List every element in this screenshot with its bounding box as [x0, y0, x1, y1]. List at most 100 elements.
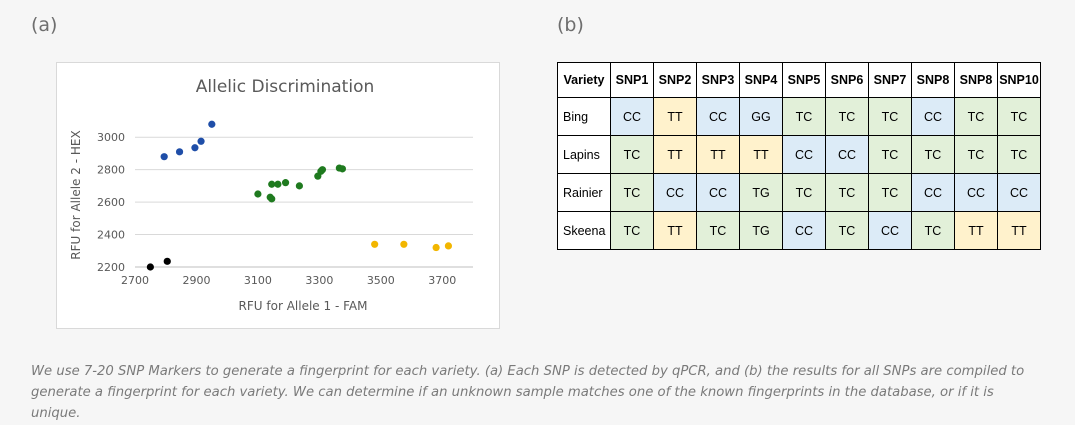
header-snp: SNP2 [653, 62, 697, 98]
table-header-row: Variety SNP1 SNP2 SNP3 SNP4 SNP5 SNP6 SNP7 SNP8 S… [557, 62, 1041, 98]
y-tick-label: 2800 [97, 164, 125, 177]
x-tick-label: 3500 [367, 274, 395, 287]
data-point [281, 179, 290, 187]
panel-b-label: (b) [557, 14, 584, 36]
header-snp: SNP1 [610, 62, 654, 98]
chart-canvas: Allelic Discrimination 2200 2400 2600 2800 3… [69, 77, 473, 313]
table-row: Lapins TC TT TT TT CC CC TC TC TC TC [557, 135, 1041, 174]
caption-line-2: generate a fingerprint for each variety.… [31, 385, 994, 421]
genotype-cell: TT [653, 97, 697, 136]
y-axis-label: RFU for Allele 2 - HEX [69, 130, 83, 259]
genotype-cell: TT [954, 211, 998, 250]
y-tick-label: 2400 [97, 229, 125, 242]
genotype-cell: TC [782, 173, 826, 212]
allelic-discrimination-chart: Allelic Discrimination 2200 2400 2600 2800 3… [56, 62, 500, 329]
data-point [146, 263, 154, 271]
header-snp: SNP4 [739, 62, 783, 98]
x-axis-label: RFU for Allele 1 - FAM [239, 299, 368, 313]
gridlines [135, 136, 473, 268]
header-snp: SNP5 [782, 62, 826, 98]
genotype-cell: CC [782, 211, 826, 250]
genotype-cell: CC [696, 173, 740, 212]
data-point [197, 137, 205, 145]
x-tick-label: 3100 [244, 274, 272, 287]
genotype-cell: TC [997, 97, 1041, 136]
table-row: Skeena TC TT TC TG CC TC CC TC TT TT [557, 211, 1041, 250]
data-point [268, 180, 276, 188]
genotype-cell: TT [739, 135, 783, 174]
genotype-cell: TC [954, 135, 998, 174]
header-variety: Variety [557, 62, 611, 98]
genotype-cell: TT [653, 135, 697, 174]
genotype-cell: TC [868, 97, 912, 136]
genotype-cell: CC [868, 211, 912, 250]
genotype-cell: TC [610, 173, 654, 212]
data-point [371, 240, 379, 248]
data-point [163, 257, 171, 265]
y-tick-label: 2600 [97, 196, 125, 209]
genotype-cell: TG [739, 211, 783, 250]
y-tick-label: 2200 [97, 261, 125, 274]
genotype-cell: TC [911, 135, 955, 174]
genotype-cell: TC [610, 211, 654, 250]
variety-cell: Bing [557, 97, 611, 136]
data-point [208, 120, 216, 128]
data-points [146, 120, 453, 271]
y-tick-label: 3000 [97, 131, 125, 144]
genotype-cell: CC [610, 97, 654, 136]
genotype-cell: TC [868, 173, 912, 212]
header-snp: SNP6 [825, 62, 869, 98]
chart-title: Allelic Discrimination [196, 77, 375, 97]
data-point [432, 243, 440, 252]
variety-cell: Lapins [557, 135, 611, 174]
header-snp: SNP3 [696, 62, 740, 98]
panel-a-label: (a) [31, 14, 58, 36]
table-row: Bing CC TT CC GG TC TC TC CC TC TC [557, 97, 1041, 136]
data-point [318, 166, 327, 174]
data-point [175, 148, 184, 156]
genotype-cell: TT [653, 211, 697, 250]
genotype-cell: TC [997, 135, 1041, 174]
table-body: Bing CC TT CC GG TC TC TC CC TC TC Lapins TC TT TT TT CC… [557, 97, 1041, 250]
data-point [274, 180, 282, 188]
genotype-cell: CC [911, 97, 955, 136]
genotype-cell: TC [954, 97, 998, 136]
genotype-cell: TC [868, 135, 912, 174]
genotype-cell: CC [911, 173, 955, 212]
genotype-cell: TC [825, 97, 869, 136]
figure-caption: We use 7-20 SNP Markers to generate a fi… [31, 361, 1041, 424]
genotype-cell: TT [997, 211, 1041, 250]
header-snp: SNP10 [997, 62, 1041, 98]
data-point [444, 242, 453, 250]
genotype-cell: CC [782, 135, 826, 174]
header-snp: SNP8 [911, 62, 955, 98]
data-point [254, 190, 262, 198]
genotype-cell: CC [825, 135, 869, 174]
data-point [400, 240, 408, 248]
tick-labels: 2200 2400 2600 2800 3000 2700 2900 3100 3300 3500… [97, 131, 456, 287]
genotype-cell: TC [825, 211, 869, 250]
genotype-cell: CC [653, 173, 697, 212]
genotype-cell: CC [696, 97, 740, 136]
genotype-cell: TC [911, 211, 955, 250]
genotype-cell: TC [782, 97, 826, 136]
genotype-cell: TT [696, 135, 740, 174]
x-tick-label: 3300 [305, 274, 333, 287]
genotype-cell: TC [696, 211, 740, 250]
variety-cell: Skeena [557, 211, 611, 250]
genotype-cell: CC [954, 173, 998, 212]
x-tick-label: 2900 [182, 274, 210, 287]
caption-line-1: We use 7-20 SNP Markers to generate a fi… [31, 364, 1025, 379]
genotype-cell: GG [739, 97, 783, 136]
data-point [268, 195, 276, 203]
x-tick-label: 2700 [121, 274, 149, 287]
table-row: Rainier TC CC CC TG TC TC TC CC CC CC [557, 173, 1041, 212]
x-tick-label: 3700 [428, 274, 456, 287]
data-point [160, 153, 168, 161]
data-point [338, 165, 347, 173]
header-snp: SNP7 [868, 62, 912, 98]
genotype-cell: TG [739, 173, 783, 212]
genotype-cell: CC [997, 173, 1041, 212]
genotype-cell: TC [825, 173, 869, 212]
data-point [295, 182, 303, 190]
